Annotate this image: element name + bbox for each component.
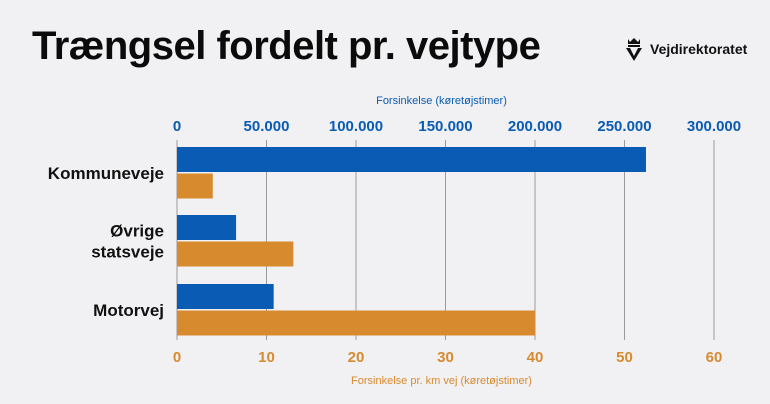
- x-bottom-tick-label: 60: [706, 349, 723, 366]
- category-label: Motorvej: [93, 301, 164, 320]
- x-bottom-axis-title: Forsinkelse pr. km vej (køretøjstimer): [351, 375, 532, 387]
- x-top-tick-label: 100.000: [329, 118, 383, 135]
- x-top-tick-label: 0: [173, 118, 181, 135]
- crown-v-logo-icon: [626, 38, 642, 61]
- bar-top-series: [177, 147, 646, 172]
- x-bottom-tick-label: 40: [527, 349, 544, 366]
- x-top-tick-label: 200.000: [508, 118, 562, 135]
- x-bottom-tick-label: 0: [173, 349, 181, 366]
- bar-top-series: [177, 284, 274, 309]
- bar-top-series: [177, 215, 237, 240]
- bar-bottom-series: [177, 310, 535, 336]
- bar-bottom-series: [177, 241, 294, 267]
- bar-bottom-series: [177, 173, 213, 199]
- brand-name: Vejdirektoratet: [650, 41, 748, 57]
- x-bottom-tick-label: 50: [616, 349, 633, 366]
- x-top-tick-label: 50.000: [244, 118, 290, 135]
- x-top-tick-label: 150.000: [418, 118, 472, 135]
- category-label: Øvrige statsveje: [91, 221, 164, 261]
- x-bottom-tick-label: 30: [437, 349, 454, 366]
- brand-logo: Vejdirektoratet: [622, 36, 747, 62]
- x-top-tick-label: 300.000: [687, 118, 741, 135]
- x-top-tick-label: 250.000: [597, 118, 651, 135]
- x-bottom-tick-label: 20: [348, 349, 365, 366]
- x-bottom-tick-label: 10: [258, 349, 275, 366]
- x-top-axis-title: Forsinkelse (køretøjstimer): [376, 95, 507, 107]
- page-title: Trængsel fordelt pr. vejtype: [32, 24, 541, 68]
- category-label: Kommuneveje: [48, 164, 164, 183]
